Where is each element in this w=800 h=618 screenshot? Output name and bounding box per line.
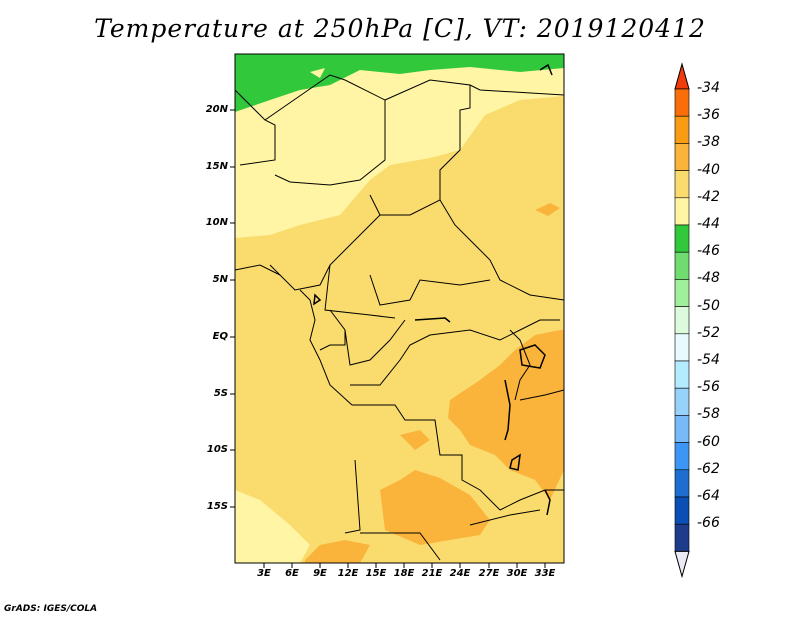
lon-tick-label: 12E [337, 568, 359, 579]
colorbar-label: -50 [697, 297, 720, 314]
field-minus38-east [448, 330, 564, 500]
colorbar-segment [674, 115, 690, 144]
country-borders [234, 74, 565, 561]
colorbar-segment [674, 306, 690, 335]
lat-tick-label: 5N [212, 274, 228, 285]
lon-tick-label: 6E [285, 568, 299, 579]
lon-tick-label: 30E [506, 568, 528, 579]
colorbar-label: -40 [697, 161, 720, 178]
colorbar-segment [674, 415, 690, 443]
field-minus44 [235, 54, 564, 112]
colorbar-segment [674, 469, 690, 498]
lat-tick-label: EQ [212, 331, 228, 342]
colorbar-label: -38 [697, 134, 720, 151]
colorbar-label: -64 [697, 488, 720, 504]
lon-tick-label: 3E [257, 568, 271, 579]
lon-tick-label: 24E [449, 568, 471, 579]
colorbar-label: -54 [697, 352, 720, 368]
colorbar-segment [674, 333, 690, 362]
lon-tick-label: 15E [365, 568, 387, 579]
colorbar-segment [674, 224, 690, 253]
lat-tick-label: 15S [206, 501, 228, 512]
colorbar-segment [674, 523, 690, 552]
colorbar-segment [674, 360, 690, 389]
lon-tick-label: 33E [534, 568, 556, 579]
grads-credit: GrADS: IGES/COLA [4, 604, 98, 614]
field-minus38-south [380, 470, 490, 545]
colorbar-label: -58 [697, 406, 720, 423]
colorbar-label: -36 [697, 107, 720, 124]
map-title: Temperature at 250hPa [C], VT: 201912041… [94, 14, 706, 43]
lon-tick-label: 9E [313, 568, 327, 579]
colorbar-segment [674, 88, 690, 117]
lat-tick-label: 20N [205, 104, 228, 115]
lat-tick-label: 10S [206, 444, 228, 455]
colorbar-label: -52 [697, 324, 720, 341]
colorbar-label: -60 [697, 433, 720, 450]
field-minus38-southwest [305, 540, 370, 563]
colorbar-segment [674, 279, 690, 307]
colorbar-label: -46 [697, 243, 720, 260]
lat-tick-label: 5S [213, 388, 228, 399]
lon-tick-label: 18E [393, 568, 415, 579]
colorbar-label: -42 [697, 188, 720, 205]
field-minus38-northeast [535, 203, 560, 216]
field-minus42 [235, 54, 564, 238]
colorbar-segment [674, 197, 690, 226]
field-minus42-spot [310, 68, 325, 78]
colorbar-label: -56 [697, 379, 720, 396]
colorbar [674, 62, 690, 579]
colorbar-bottom-arrow [674, 550, 690, 579]
colorbar-segment [674, 442, 690, 471]
lon-tick-label: 27E [478, 568, 500, 579]
field-minus38-center [400, 430, 430, 450]
colorbar-segment [674, 143, 690, 171]
colorbar-label: -44 [697, 216, 720, 232]
colorbar-label: -34 [697, 80, 720, 96]
colorbar-top-arrow [674, 62, 690, 90]
colorbar-segment [674, 170, 690, 199]
colorbar-label: -62 [697, 460, 720, 477]
lakes [313, 63, 553, 516]
lat-tick-label: 15N [205, 161, 228, 172]
colorbar-label: -66 [697, 515, 720, 532]
field-minus42-southwest [235, 490, 310, 563]
colorbar-segment [674, 496, 690, 525]
plot-frame [234, 53, 565, 564]
colorbar-segment [674, 387, 690, 416]
colorbar-label: -48 [697, 270, 720, 287]
colorbar-segment [674, 251, 690, 280]
lon-tick-label: 21E [421, 568, 443, 579]
lat-tick-label: 10N [205, 217, 228, 228]
